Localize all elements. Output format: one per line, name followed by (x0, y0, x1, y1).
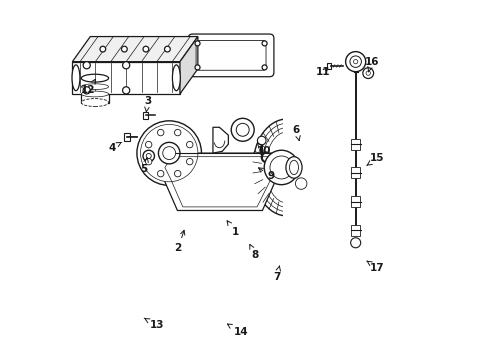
Circle shape (145, 141, 152, 148)
Circle shape (186, 141, 193, 148)
Text: 11: 11 (316, 67, 330, 77)
Bar (81, 78, 108, 103)
Circle shape (195, 65, 200, 70)
Circle shape (366, 71, 369, 75)
Circle shape (140, 125, 198, 182)
Circle shape (236, 123, 249, 136)
Ellipse shape (265, 132, 307, 203)
Bar (124, 133, 130, 141)
Circle shape (295, 178, 306, 189)
Polygon shape (72, 62, 180, 94)
Circle shape (231, 118, 254, 141)
Circle shape (195, 41, 200, 46)
Circle shape (158, 142, 180, 164)
Circle shape (164, 46, 170, 52)
Bar (283, 116, 324, 220)
Ellipse shape (257, 123, 316, 212)
Circle shape (142, 46, 148, 52)
Text: 17: 17 (366, 261, 384, 273)
Text: 4: 4 (108, 143, 121, 153)
Text: 6: 6 (292, 125, 300, 141)
Circle shape (157, 170, 163, 177)
Text: 2: 2 (174, 230, 184, 253)
Bar (351, 139, 359, 149)
Ellipse shape (252, 119, 320, 216)
Polygon shape (180, 37, 198, 94)
Circle shape (137, 121, 201, 185)
Bar (351, 196, 359, 207)
Circle shape (269, 156, 292, 179)
FancyBboxPatch shape (188, 34, 273, 77)
Ellipse shape (289, 160, 298, 175)
Circle shape (83, 87, 90, 94)
Circle shape (290, 173, 311, 194)
Text: 14: 14 (227, 324, 248, 337)
Bar (351, 225, 359, 235)
Circle shape (345, 51, 365, 72)
Polygon shape (159, 153, 280, 211)
Circle shape (350, 238, 360, 248)
Circle shape (122, 62, 129, 69)
Ellipse shape (285, 157, 302, 178)
Circle shape (157, 129, 163, 136)
Text: 3: 3 (144, 96, 151, 112)
Bar (351, 167, 359, 178)
Ellipse shape (261, 128, 312, 207)
Circle shape (262, 65, 266, 70)
Polygon shape (72, 37, 198, 62)
Text: 8: 8 (249, 244, 258, 260)
Circle shape (145, 158, 152, 165)
Text: 16: 16 (364, 57, 378, 72)
Circle shape (100, 46, 105, 52)
Circle shape (121, 46, 127, 52)
Text: 7: 7 (272, 266, 280, 282)
Polygon shape (212, 127, 228, 153)
Text: 9: 9 (258, 168, 274, 181)
Circle shape (174, 129, 181, 136)
Circle shape (142, 150, 154, 162)
Text: 13: 13 (144, 318, 163, 330)
Bar (143, 112, 148, 119)
Circle shape (362, 68, 373, 78)
Text: 1: 1 (226, 221, 239, 237)
Circle shape (353, 59, 357, 64)
Ellipse shape (172, 65, 180, 91)
Bar (326, 63, 330, 69)
Circle shape (262, 41, 266, 46)
Ellipse shape (81, 84, 108, 90)
Text: 12: 12 (81, 79, 96, 95)
Ellipse shape (72, 65, 80, 91)
Circle shape (146, 153, 151, 158)
Circle shape (122, 87, 129, 94)
Text: 10: 10 (257, 143, 271, 156)
Circle shape (257, 136, 265, 145)
Ellipse shape (81, 91, 108, 97)
Circle shape (349, 56, 361, 67)
Circle shape (83, 62, 90, 69)
Circle shape (186, 158, 193, 165)
Circle shape (264, 150, 298, 185)
Text: 5: 5 (140, 158, 148, 174)
Text: 15: 15 (366, 153, 384, 165)
Circle shape (163, 147, 175, 159)
Ellipse shape (81, 99, 108, 107)
Circle shape (174, 170, 181, 177)
Ellipse shape (81, 74, 108, 82)
